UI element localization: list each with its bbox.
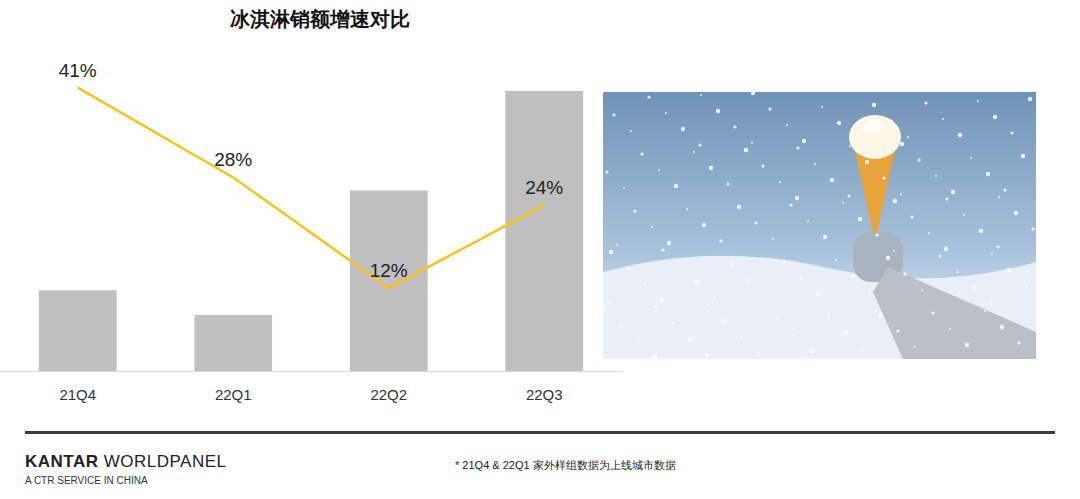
svg-text:41%: 41% (59, 60, 97, 81)
svg-text:28%: 28% (214, 149, 252, 170)
html-text:KANTAR WORLDPANEL: KANTAR WORLDPANEL (25, 452, 227, 471)
html-text:* 21Q4 & 22Q1 家外样组数据为上线城市数据: * 21Q4 & 22Q1 家外样组数据为上线城市数据 (455, 459, 676, 471)
html-text:A CTR SERVICE IN CHINA: A CTR SERVICE IN CHINA (25, 475, 148, 486)
svg-text:24%: 24% (525, 177, 563, 198)
svg-text:22Q1: 22Q1 (215, 386, 252, 403)
svg-text:12%: 12% (370, 260, 408, 281)
svg-text:冰淇淋销额增速对比: 冰淇淋销额增速对比 (230, 8, 410, 30)
svg-text:22Q3: 22Q3 (526, 386, 563, 403)
svg-text:22Q2: 22Q2 (370, 386, 407, 403)
svg-text:21Q4: 21Q4 (59, 386, 96, 403)
